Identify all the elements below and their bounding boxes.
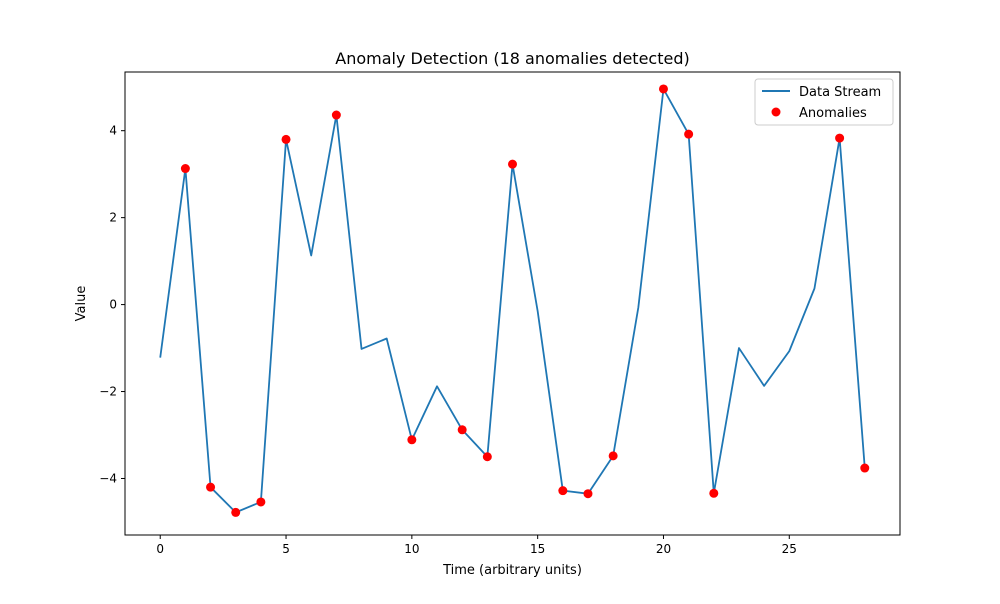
y-axis: −4 −2 0 2 4 [99,124,125,485]
axes-frame [124,71,901,536]
series-layer [159,84,870,517]
chart-title: Anomaly Detection (18 anomalies detected… [335,49,689,68]
y-tick-label: 2 [109,211,117,225]
anomaly-point [457,425,467,435]
anomaly-point [256,497,266,507]
x-tick-label: 25 [782,542,797,556]
y-axis-label: Value [74,286,89,322]
legend-label-anomalies: Anomalies [799,106,867,121]
anomaly-point [684,129,694,139]
anomaly-point [835,133,845,143]
anomaly-point [180,164,190,174]
anomaly-point [407,435,417,445]
anomaly-point [709,488,719,498]
y-tick-label: 4 [109,124,117,138]
anomaly-point [658,84,668,94]
x-tick-label: 0 [156,542,164,556]
x-axis: 0 5 10 15 20 25 [156,535,797,556]
x-tick-label: 20 [656,542,671,556]
anomaly-point [482,452,492,462]
anomaly-point [206,482,216,492]
legend: Data Stream Anomalies [754,78,894,126]
legend-marker-swatch [771,107,781,117]
anomaly-point [558,486,568,496]
x-axis-label: Time (arbitrary units) [442,563,582,578]
anomaly-point [583,489,593,499]
anomaly-point [508,159,517,169]
anomaly-point [331,110,341,120]
anomaly-point [608,451,618,461]
x-tick-label: 10 [404,542,419,556]
anomaly-point [860,463,870,473]
legend-label-data-stream: Data Stream [799,85,881,100]
plot-area [125,72,900,535]
anomaly-point [281,134,291,144]
anomaly-point [231,507,241,517]
y-tick-label: −4 [99,471,117,485]
x-tick-label: 15 [530,542,545,556]
y-tick-label: −2 [99,385,117,399]
y-tick-label: 0 [109,298,117,312]
axes-background [125,72,900,535]
x-tick-label: 5 [282,542,290,556]
